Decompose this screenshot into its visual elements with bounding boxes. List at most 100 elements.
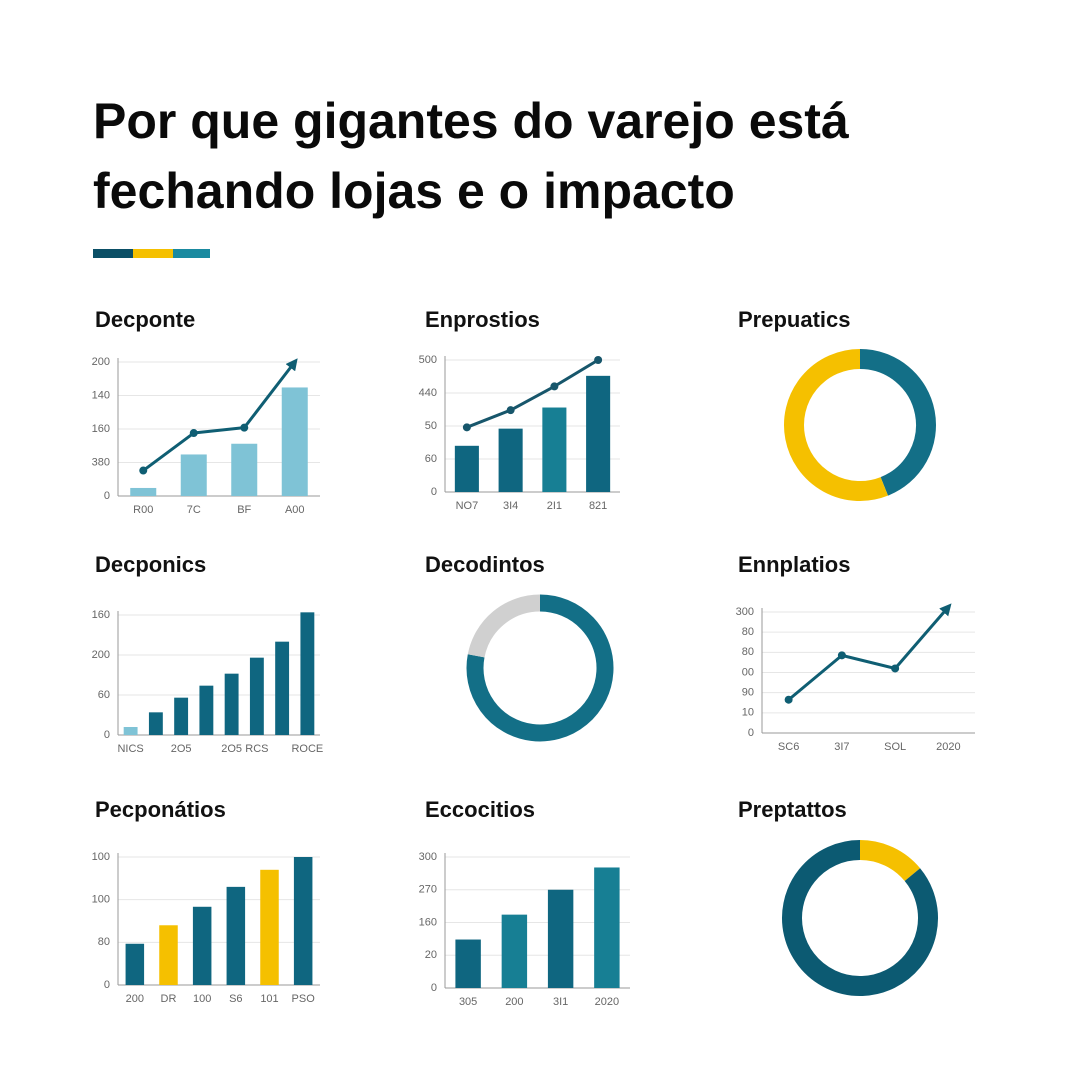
y-tick-label: 0 — [748, 727, 754, 739]
chart-title: Enprostios — [425, 307, 540, 332]
y-tick-label: 100 — [92, 894, 110, 906]
y-tick-label: 0 — [104, 729, 110, 741]
bar — [542, 407, 567, 492]
y-tick-label: 270 — [419, 884, 437, 896]
x-tick-label: SC6 — [778, 741, 799, 753]
y-tick-label: 380 — [92, 456, 110, 468]
y-tick-label: 80 — [742, 646, 754, 658]
y-tick-label: 160 — [92, 423, 110, 435]
bar — [594, 867, 620, 988]
y-tick-label: 0 — [104, 490, 110, 502]
chart-title: Eccocitios — [425, 797, 535, 822]
y-tick-label: 80 — [98, 936, 110, 948]
accent-bar — [93, 249, 133, 258]
y-tick-label: 300 — [419, 851, 437, 863]
x-tick-label: 100 — [193, 993, 211, 1005]
y-tick-label: 500 — [419, 354, 437, 366]
line-point — [139, 466, 148, 475]
x-tick-label: 7C — [187, 504, 201, 516]
x-tick-label: NO7 — [456, 500, 479, 512]
x-tick-label: 2020 — [936, 741, 960, 753]
bar — [174, 697, 189, 735]
x-tick-label: 2020 — [595, 996, 619, 1008]
x-tick-label: SOL — [884, 741, 906, 753]
line — [787, 603, 952, 701]
bar — [454, 445, 479, 492]
y-tick-label: 0 — [431, 982, 437, 994]
x-tick-label: 2O5 — [171, 743, 192, 755]
chart-title: Prepuatics — [738, 307, 851, 332]
bar — [199, 685, 214, 735]
y-tick-label: 60 — [98, 689, 110, 701]
line-point — [891, 664, 900, 673]
y-tick-label: 100 — [92, 851, 110, 863]
y-tick-label: 160 — [92, 609, 110, 621]
accent-bar — [133, 249, 173, 258]
line-point — [240, 423, 249, 432]
headline: fechando lojas e o impacto — [93, 163, 735, 219]
bar — [275, 641, 290, 735]
bar — [159, 925, 178, 985]
x-tick-label: 305 — [459, 996, 477, 1008]
x-tick-label: RCS — [245, 743, 268, 755]
bar — [293, 857, 313, 985]
x-tick-label: A00 — [285, 504, 305, 516]
x-tick-label: ROCE — [291, 743, 323, 755]
y-tick-label: 60 — [425, 453, 437, 465]
x-tick-label: 2O5 — [221, 743, 242, 755]
x-tick-label: 821 — [589, 500, 607, 512]
x-tick-label: 101 — [260, 993, 278, 1005]
y-tick-label: 00 — [742, 666, 754, 678]
y-tick-label: 10 — [742, 707, 754, 719]
donut-segment — [859, 349, 936, 496]
x-tick-label: DR — [161, 993, 177, 1005]
y-tick-label: 300 — [736, 606, 754, 618]
bar — [260, 869, 279, 985]
y-tick-label: 90 — [742, 687, 754, 699]
x-tick-label: PSO — [292, 993, 316, 1005]
x-tick-label: S6 — [229, 993, 242, 1005]
y-tick-label: 440 — [419, 387, 437, 399]
x-tick-label: BF — [237, 504, 251, 516]
bar — [455, 939, 481, 988]
chart-title: Pecponátios — [95, 797, 226, 822]
donut-segment — [782, 840, 938, 996]
x-tick-label: 3I4 — [503, 500, 518, 512]
y-tick-label: 20 — [425, 949, 437, 961]
bar — [586, 375, 611, 492]
chart-title: Decponics — [95, 552, 206, 577]
line-point — [506, 406, 515, 415]
bar — [547, 889, 574, 988]
bar — [498, 428, 523, 492]
x-tick-label: 2I1 — [547, 500, 562, 512]
x-tick-label: 3I1 — [553, 996, 568, 1008]
bar — [226, 886, 246, 985]
accent-bar — [173, 249, 210, 258]
line-point — [550, 382, 559, 391]
bar — [148, 712, 163, 735]
line-point — [189, 429, 198, 438]
y-tick-label: 200 — [92, 356, 110, 368]
y-tick-label: 80 — [742, 626, 754, 638]
bar — [224, 673, 239, 735]
bar — [125, 943, 145, 985]
line-point — [594, 356, 603, 364]
bar — [123, 727, 138, 735]
y-tick-label: 0 — [431, 486, 437, 498]
line — [466, 358, 599, 429]
x-tick-label: 200 — [505, 996, 523, 1008]
x-tick-label: 200 — [126, 993, 144, 1005]
x-tick-label: 3I7 — [834, 741, 849, 753]
bar — [281, 387, 308, 496]
line-point — [784, 695, 793, 704]
chart-title: Decponte — [95, 307, 195, 332]
donut-segment — [784, 349, 888, 501]
donut-segment — [466, 594, 614, 742]
donut-segment — [467, 594, 541, 658]
bar — [130, 487, 157, 496]
donut-segment — [859, 840, 921, 882]
bar — [501, 914, 528, 988]
headline: Por que gigantes do varejo está — [93, 93, 849, 149]
